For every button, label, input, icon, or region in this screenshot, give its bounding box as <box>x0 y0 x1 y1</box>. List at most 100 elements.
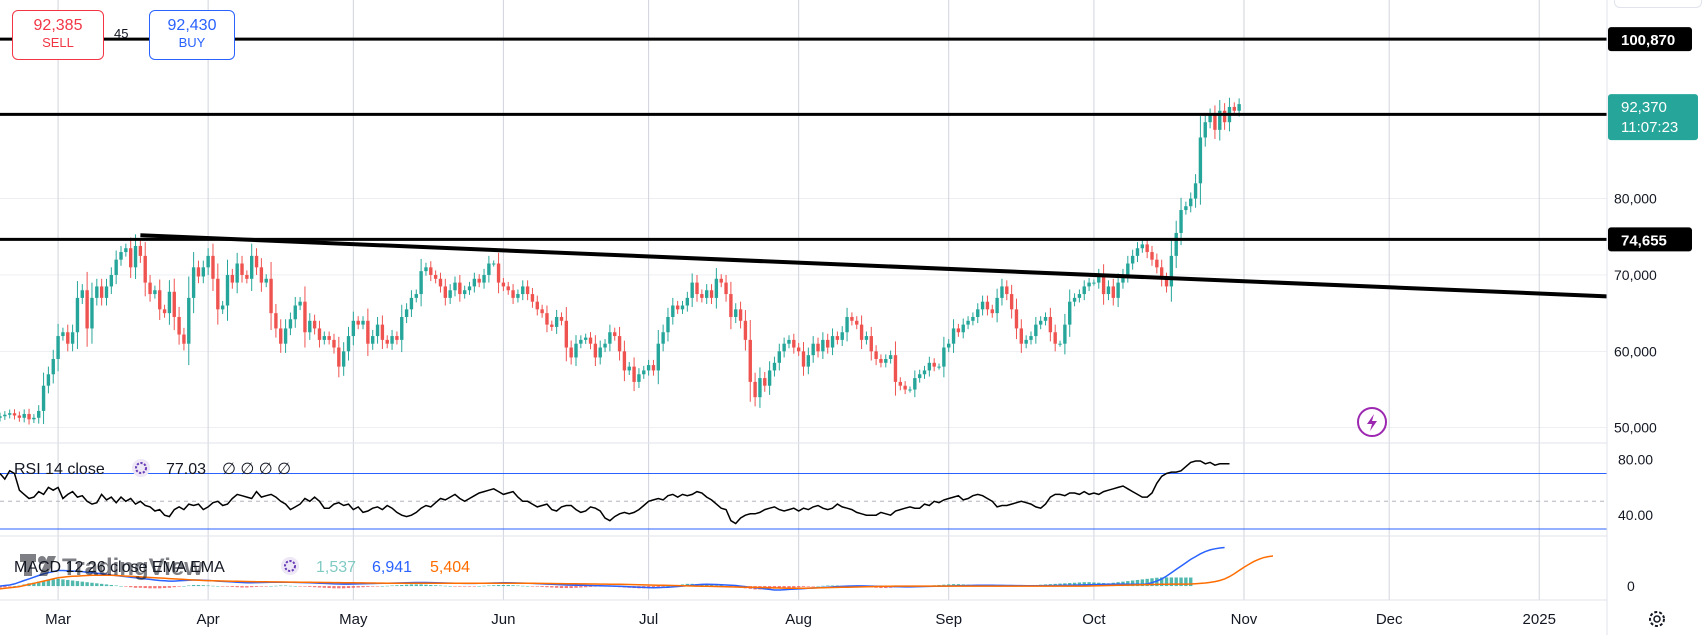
gear-icon[interactable] <box>1644 607 1670 631</box>
candle <box>346 326 351 361</box>
candle <box>1169 240 1174 302</box>
candle <box>119 245 123 266</box>
macd-histogram-bar <box>521 585 525 587</box>
candle <box>453 276 457 297</box>
candle <box>1203 113 1207 147</box>
candle <box>792 333 796 354</box>
candle <box>259 258 264 292</box>
macd-histogram-bar <box>816 586 820 587</box>
candle <box>835 331 840 345</box>
macd-pane[interactable] <box>0 546 1274 591</box>
candle <box>501 278 506 292</box>
sell-price: 92,385 <box>33 17 83 34</box>
macd-histogram-bar <box>66 579 70 587</box>
candle <box>956 323 961 337</box>
macd-histogram-bar <box>1164 577 1169 587</box>
candle <box>1222 103 1227 130</box>
candle <box>148 274 152 302</box>
time-axis[interactable]: Mar Apr May Jun Jul Aug Sep Oct Nov Dec 2025 <box>45 611 1556 628</box>
macd-histogram-bar <box>433 585 438 587</box>
candle <box>56 323 60 372</box>
candle <box>327 331 331 345</box>
candle <box>1072 293 1077 307</box>
candle <box>1097 268 1101 289</box>
candle <box>1048 307 1053 342</box>
macd-histogram-bar <box>792 586 796 588</box>
price-pane[interactable] <box>0 37 1608 437</box>
macd-histogram-bar <box>951 584 956 587</box>
candle <box>201 260 205 284</box>
settings-gear-icon[interactable] <box>132 459 150 477</box>
candle <box>496 252 501 294</box>
candle <box>177 306 181 345</box>
macd-histogram-bar <box>254 586 259 587</box>
top-toolbar-tab[interactable] <box>1614 0 1702 8</box>
candle <box>811 336 815 363</box>
candle <box>966 316 970 330</box>
candle <box>1053 324 1057 352</box>
sell-button[interactable]: 92,385 SELL <box>12 10 104 60</box>
candle <box>830 328 835 356</box>
candle <box>308 313 312 340</box>
candle <box>1029 331 1033 345</box>
macd-histogram-bar <box>661 586 665 587</box>
macd-histogram-bar <box>835 585 840 587</box>
candle <box>603 339 607 353</box>
macd-histogram-bar <box>1184 577 1188 587</box>
macd-histogram-bar <box>404 584 409 587</box>
candle <box>947 339 951 353</box>
candle <box>942 336 946 378</box>
candle <box>651 359 656 376</box>
candle <box>414 289 418 303</box>
time-tick-label: Nov <box>1231 611 1258 628</box>
candle <box>816 337 820 358</box>
macd-histogram-bar <box>177 586 181 587</box>
candle <box>758 367 762 408</box>
candle <box>1063 313 1067 355</box>
rsi-legend[interactable]: RSI 14 close 77.03 ∅ ∅ ∅ ∅ <box>14 459 291 478</box>
candle <box>409 290 414 317</box>
macd-histogram-bar <box>574 586 578 588</box>
macd-histogram-bar <box>240 586 244 588</box>
macd-histogram-bar <box>167 586 172 588</box>
settings-gear-icon[interactable] <box>281 557 299 575</box>
lightning-icon[interactable] <box>1357 407 1387 437</box>
macd-histogram-bar <box>458 586 462 587</box>
macd-histogram-bar <box>75 581 80 587</box>
macd-histogram-bar <box>346 586 351 589</box>
countdown-value: 11:07:23 <box>1621 119 1678 136</box>
macd-histogram-bar <box>1189 577 1193 587</box>
price-axis[interactable]: 80,000 70,000 60,000 50,000 80.00 40.00 0 <box>1614 191 1657 595</box>
candle <box>748 320 752 402</box>
candle <box>182 327 186 351</box>
macd-histogram-bar <box>588 586 593 587</box>
macd-histogram-bar <box>651 586 656 588</box>
candle <box>559 312 564 326</box>
macd-histogram-bar <box>796 586 801 588</box>
macd-histogram-bar <box>554 586 559 588</box>
candle <box>990 304 994 318</box>
macd-histogram-bar <box>0 586 2 588</box>
rsi-pane[interactable] <box>0 460 1607 530</box>
buy-button[interactable]: 92,430 BUY <box>149 10 235 60</box>
candle <box>0 412 2 422</box>
candle <box>777 343 781 371</box>
candle <box>922 365 927 379</box>
candle <box>796 342 801 356</box>
candle <box>404 303 409 324</box>
horizontal-levels[interactable] <box>0 37 1607 241</box>
candle <box>1140 239 1145 253</box>
macd-legend[interactable]: MACD 12 26 close EMA EMA 1,537 6,941 5,4… <box>14 557 470 576</box>
candle <box>1043 312 1048 326</box>
macd-histogram-bar <box>550 586 554 588</box>
candle <box>554 309 559 334</box>
candle <box>1009 284 1014 319</box>
candle <box>719 274 723 288</box>
candle <box>385 335 389 349</box>
candle <box>438 272 443 293</box>
trendline[interactable] <box>140 233 1608 299</box>
macd-histogram-bar <box>1159 577 1164 587</box>
macd-histogram-bar <box>128 586 133 588</box>
candle <box>714 268 719 309</box>
